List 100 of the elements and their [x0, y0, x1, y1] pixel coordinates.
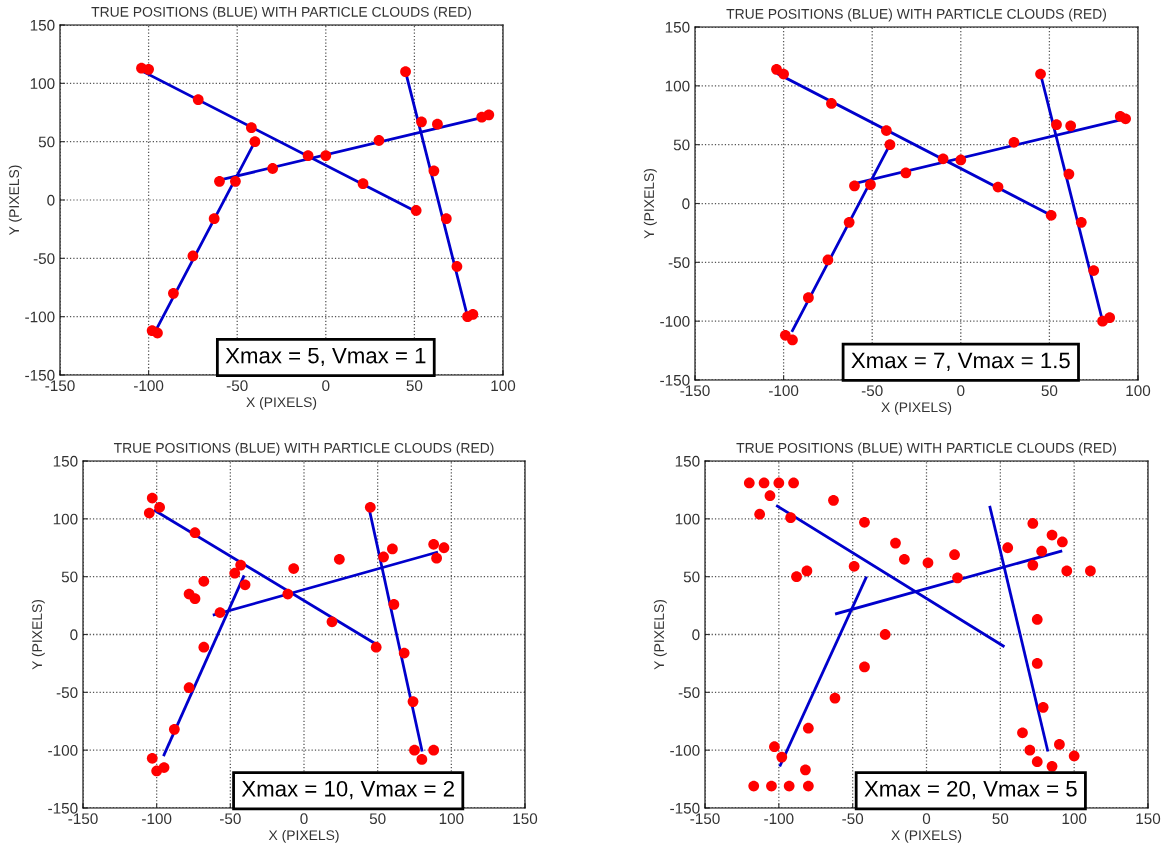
point: [785, 512, 797, 524]
y-tick-label: 50: [38, 136, 55, 148]
y-tick-label: 100: [675, 513, 700, 525]
y-tick-label: 0: [682, 198, 690, 210]
point: [803, 292, 814, 304]
x-tick-label: 0: [957, 385, 965, 397]
y-tick-label: -50: [33, 253, 55, 265]
y-tick-label: -50: [56, 687, 78, 699]
point: [1031, 658, 1043, 669]
point: [1002, 542, 1014, 554]
point: [1065, 120, 1077, 132]
point: [937, 153, 949, 165]
point: [1120, 113, 1131, 125]
y-tick-label: 100: [53, 513, 78, 525]
point: [1031, 756, 1043, 768]
point: [783, 780, 795, 792]
point: [410, 205, 422, 216]
point: [431, 552, 442, 564]
point: [802, 722, 814, 734]
chart-title: TRUE POSITIONS (BLUE) WITH PARTICLE CLOUDS (RED): [736, 442, 1116, 456]
x-tick-label: 50: [369, 813, 386, 825]
y-tick-label: -50: [668, 257, 690, 269]
point: [438, 542, 450, 554]
point: [357, 178, 369, 190]
point: [748, 780, 760, 792]
x-tick-label: -100: [764, 813, 794, 825]
point: [168, 723, 180, 735]
y-tick-label: 0: [70, 629, 78, 641]
point: [370, 641, 382, 653]
y-tick-label: -100: [48, 745, 78, 756]
point: [992, 181, 1004, 193]
y-tick-label: -100: [670, 745, 700, 756]
point: [1046, 529, 1058, 541]
point: [400, 66, 411, 78]
point: [1035, 68, 1046, 80]
point: [198, 575, 210, 587]
point: [189, 527, 201, 539]
point: [409, 744, 420, 756]
point: [849, 180, 860, 192]
point: [1075, 216, 1087, 228]
chart-title: TRUE POSITIONS (BLUE) WITH PARTICLE CLOUDS (RED): [91, 6, 471, 20]
y-tick-label: -150: [25, 369, 55, 381]
chart-title: TRUE POSITIONS (BLUE) WITH PARTICLE CLOUDS (RED): [113, 442, 494, 456]
point: [388, 599, 400, 610]
y-axis-title: Y (PIXELS): [31, 599, 45, 670]
y-tick-label: -50: [678, 687, 700, 699]
x-axis-title: X (PIXELS): [246, 396, 317, 410]
point: [333, 553, 345, 565]
point: [288, 563, 300, 574]
point: [440, 213, 452, 225]
point: [152, 327, 163, 339]
y-tick-label: 150: [30, 19, 55, 31]
y-tick-label: -150: [48, 802, 78, 814]
point: [766, 780, 777, 792]
annotation: Xmax = 7, Vmax = 1.5: [851, 352, 1070, 371]
point: [743, 477, 755, 489]
y-tick-label: 50: [683, 571, 700, 583]
point: [1008, 136, 1020, 148]
point: [1054, 739, 1065, 750]
point: [758, 477, 770, 489]
point: [859, 516, 870, 528]
point: [776, 751, 788, 763]
y-tick-label: 150: [675, 455, 700, 467]
x-tick-label: -50: [219, 813, 241, 825]
point: [884, 139, 896, 151]
point: [154, 501, 165, 513]
x-axis-title: X (PIXELS): [891, 829, 962, 843]
x-tick-label: 150: [513, 813, 538, 825]
point: [143, 507, 155, 519]
point: [1061, 565, 1073, 577]
point: [859, 661, 870, 673]
point: [788, 477, 799, 489]
x-tick-label: 0: [300, 813, 308, 825]
y-tick-label: 150: [53, 455, 78, 467]
point: [865, 179, 876, 191]
y-tick-label: 0: [47, 194, 55, 206]
point: [822, 254, 834, 266]
point: [955, 154, 967, 166]
point: [432, 118, 443, 130]
point: [773, 477, 785, 489]
point: [214, 607, 226, 618]
point: [451, 261, 463, 272]
point: [1063, 168, 1075, 180]
point: [320, 150, 332, 162]
point: [791, 571, 802, 583]
point: [187, 250, 199, 262]
point: [1056, 536, 1068, 548]
x-tick-label: 100: [491, 380, 516, 392]
point: [1088, 265, 1100, 276]
point: [267, 163, 279, 174]
point: [476, 111, 488, 123]
point: [1024, 744, 1036, 756]
y-tick-label: 100: [665, 80, 690, 92]
x-tick-label: 100: [1126, 385, 1151, 397]
annotation: Xmax = 20, Vmax = 5: [864, 780, 1077, 800]
point: [826, 98, 837, 109]
x-tick-label: 150: [1136, 813, 1161, 825]
point: [801, 565, 813, 577]
point: [407, 696, 419, 707]
point: [1027, 559, 1039, 571]
